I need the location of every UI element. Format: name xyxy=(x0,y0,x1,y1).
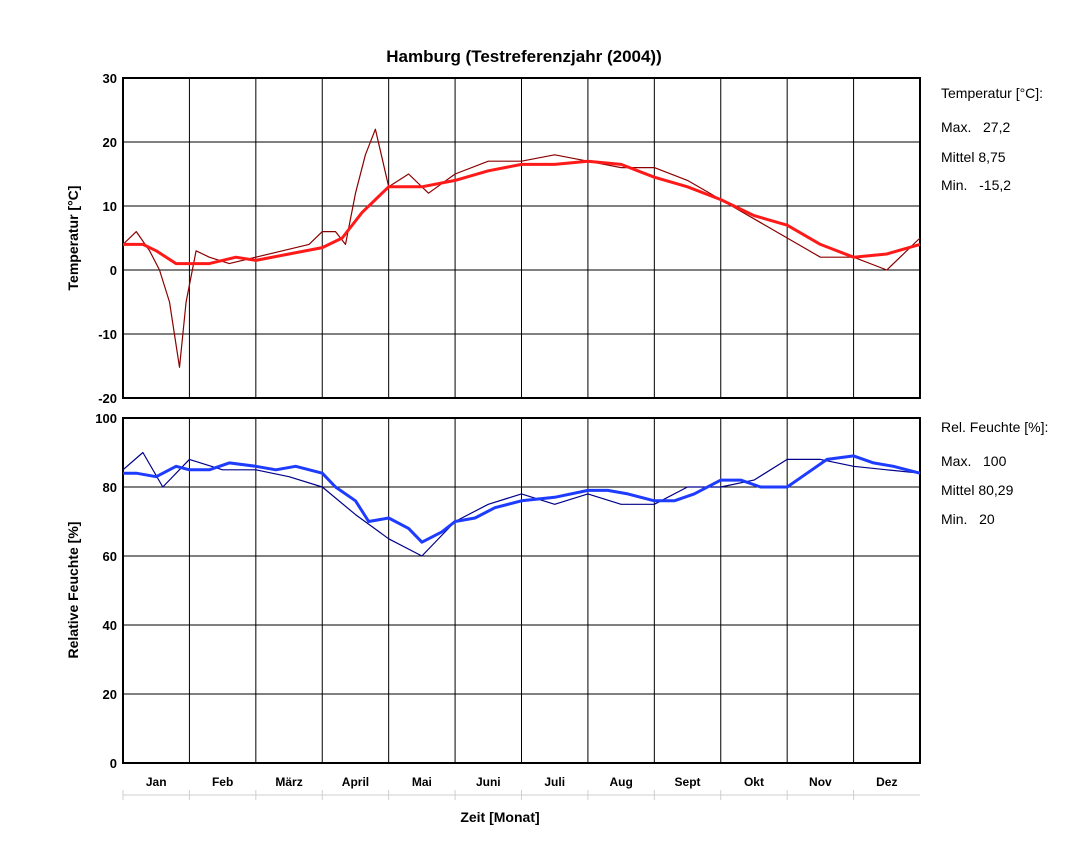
humidity-axis-title: Relative Feuchte [%] xyxy=(65,522,81,659)
temperature-stats-max: Max. 27,2 xyxy=(941,119,1010,135)
humidity-hourly-line xyxy=(122,451,921,557)
temperature-y-tick-label: 10 xyxy=(103,199,117,214)
humidity-y-tick-label: 60 xyxy=(103,549,117,564)
month-label: Juli xyxy=(544,775,565,789)
humidity-y-tick-label: 20 xyxy=(103,687,117,702)
month-label: Mai xyxy=(412,775,432,789)
temperature-gridlines xyxy=(123,78,920,398)
humidity-panel: 100 80 60 40 20 0 Relative Feuchte [%] xyxy=(65,411,921,771)
month-label: Aug xyxy=(609,775,632,789)
humidity-stats-max: Max. 100 xyxy=(941,453,1007,469)
month-label: Jan xyxy=(146,775,167,789)
humidity-y-tick-label: 40 xyxy=(103,618,117,633)
temperature-stats-heading: Temperatur [°C]: xyxy=(941,85,1043,101)
humidity-moving-average-line xyxy=(123,454,921,544)
humidity-y-tick-label: 0 xyxy=(110,756,117,771)
humidity-series-group xyxy=(122,451,921,557)
month-label: Dez xyxy=(876,775,897,789)
humidity-stats-heading: Rel. Feuchte [%]: xyxy=(941,419,1048,435)
humidity-gridlines xyxy=(123,418,920,763)
temperature-panel: 30 20 10 0 -10 -20 Temperatur [°C] xyxy=(65,71,921,406)
month-axis-labels: Jan Feb März April Mai Juni Juli Aug Sept Okt Nov D… xyxy=(122,775,897,800)
temperature-series-group xyxy=(122,128,921,368)
temperature-stats-min: Min. -15,2 xyxy=(941,177,1011,193)
temperature-axis-title: Temperatur [°C] xyxy=(65,186,81,291)
humidity-stats: Rel. Feuchte [%]: Max. 100 Mittel 80,29 … xyxy=(941,419,1048,527)
month-label: Sept xyxy=(675,775,701,789)
month-label: April xyxy=(342,775,369,789)
month-label: Juni xyxy=(476,775,501,789)
month-label: Feb xyxy=(212,775,233,789)
chart-title: Hamburg (Testreferenzjahr (2004)) xyxy=(386,47,662,66)
humidity-y-tick-label: 100 xyxy=(95,411,117,426)
month-label: Okt xyxy=(744,775,764,789)
humidity-stats-min: Min. 20 xyxy=(941,511,995,527)
humidity-stats-mean: Mittel 80,29 xyxy=(941,482,1014,498)
temperature-stats-mean: Mittel 8,75 xyxy=(941,149,1006,165)
x-axis-title: Zeit [Monat] xyxy=(460,809,539,825)
month-label: März xyxy=(275,775,302,789)
temperature-stats: Temperatur [°C]: Max. 27,2 Mittel 8,75 M… xyxy=(941,85,1043,193)
humidity-y-ticks: 100 80 60 40 20 0 xyxy=(95,411,117,771)
month-label: Nov xyxy=(809,775,832,789)
temperature-y-tick-label: -10 xyxy=(98,327,117,342)
humidity-y-tick-label: 80 xyxy=(103,480,117,495)
temperature-y-tick-label: -20 xyxy=(98,391,117,406)
temperature-y-ticks: 30 20 10 0 -10 -20 xyxy=(98,71,117,406)
temperature-moving-average-line xyxy=(123,159,921,266)
temperature-y-tick-label: 30 xyxy=(103,71,117,86)
temperature-y-tick-label: 0 xyxy=(110,263,117,278)
temperature-y-tick-label: 20 xyxy=(103,135,117,150)
